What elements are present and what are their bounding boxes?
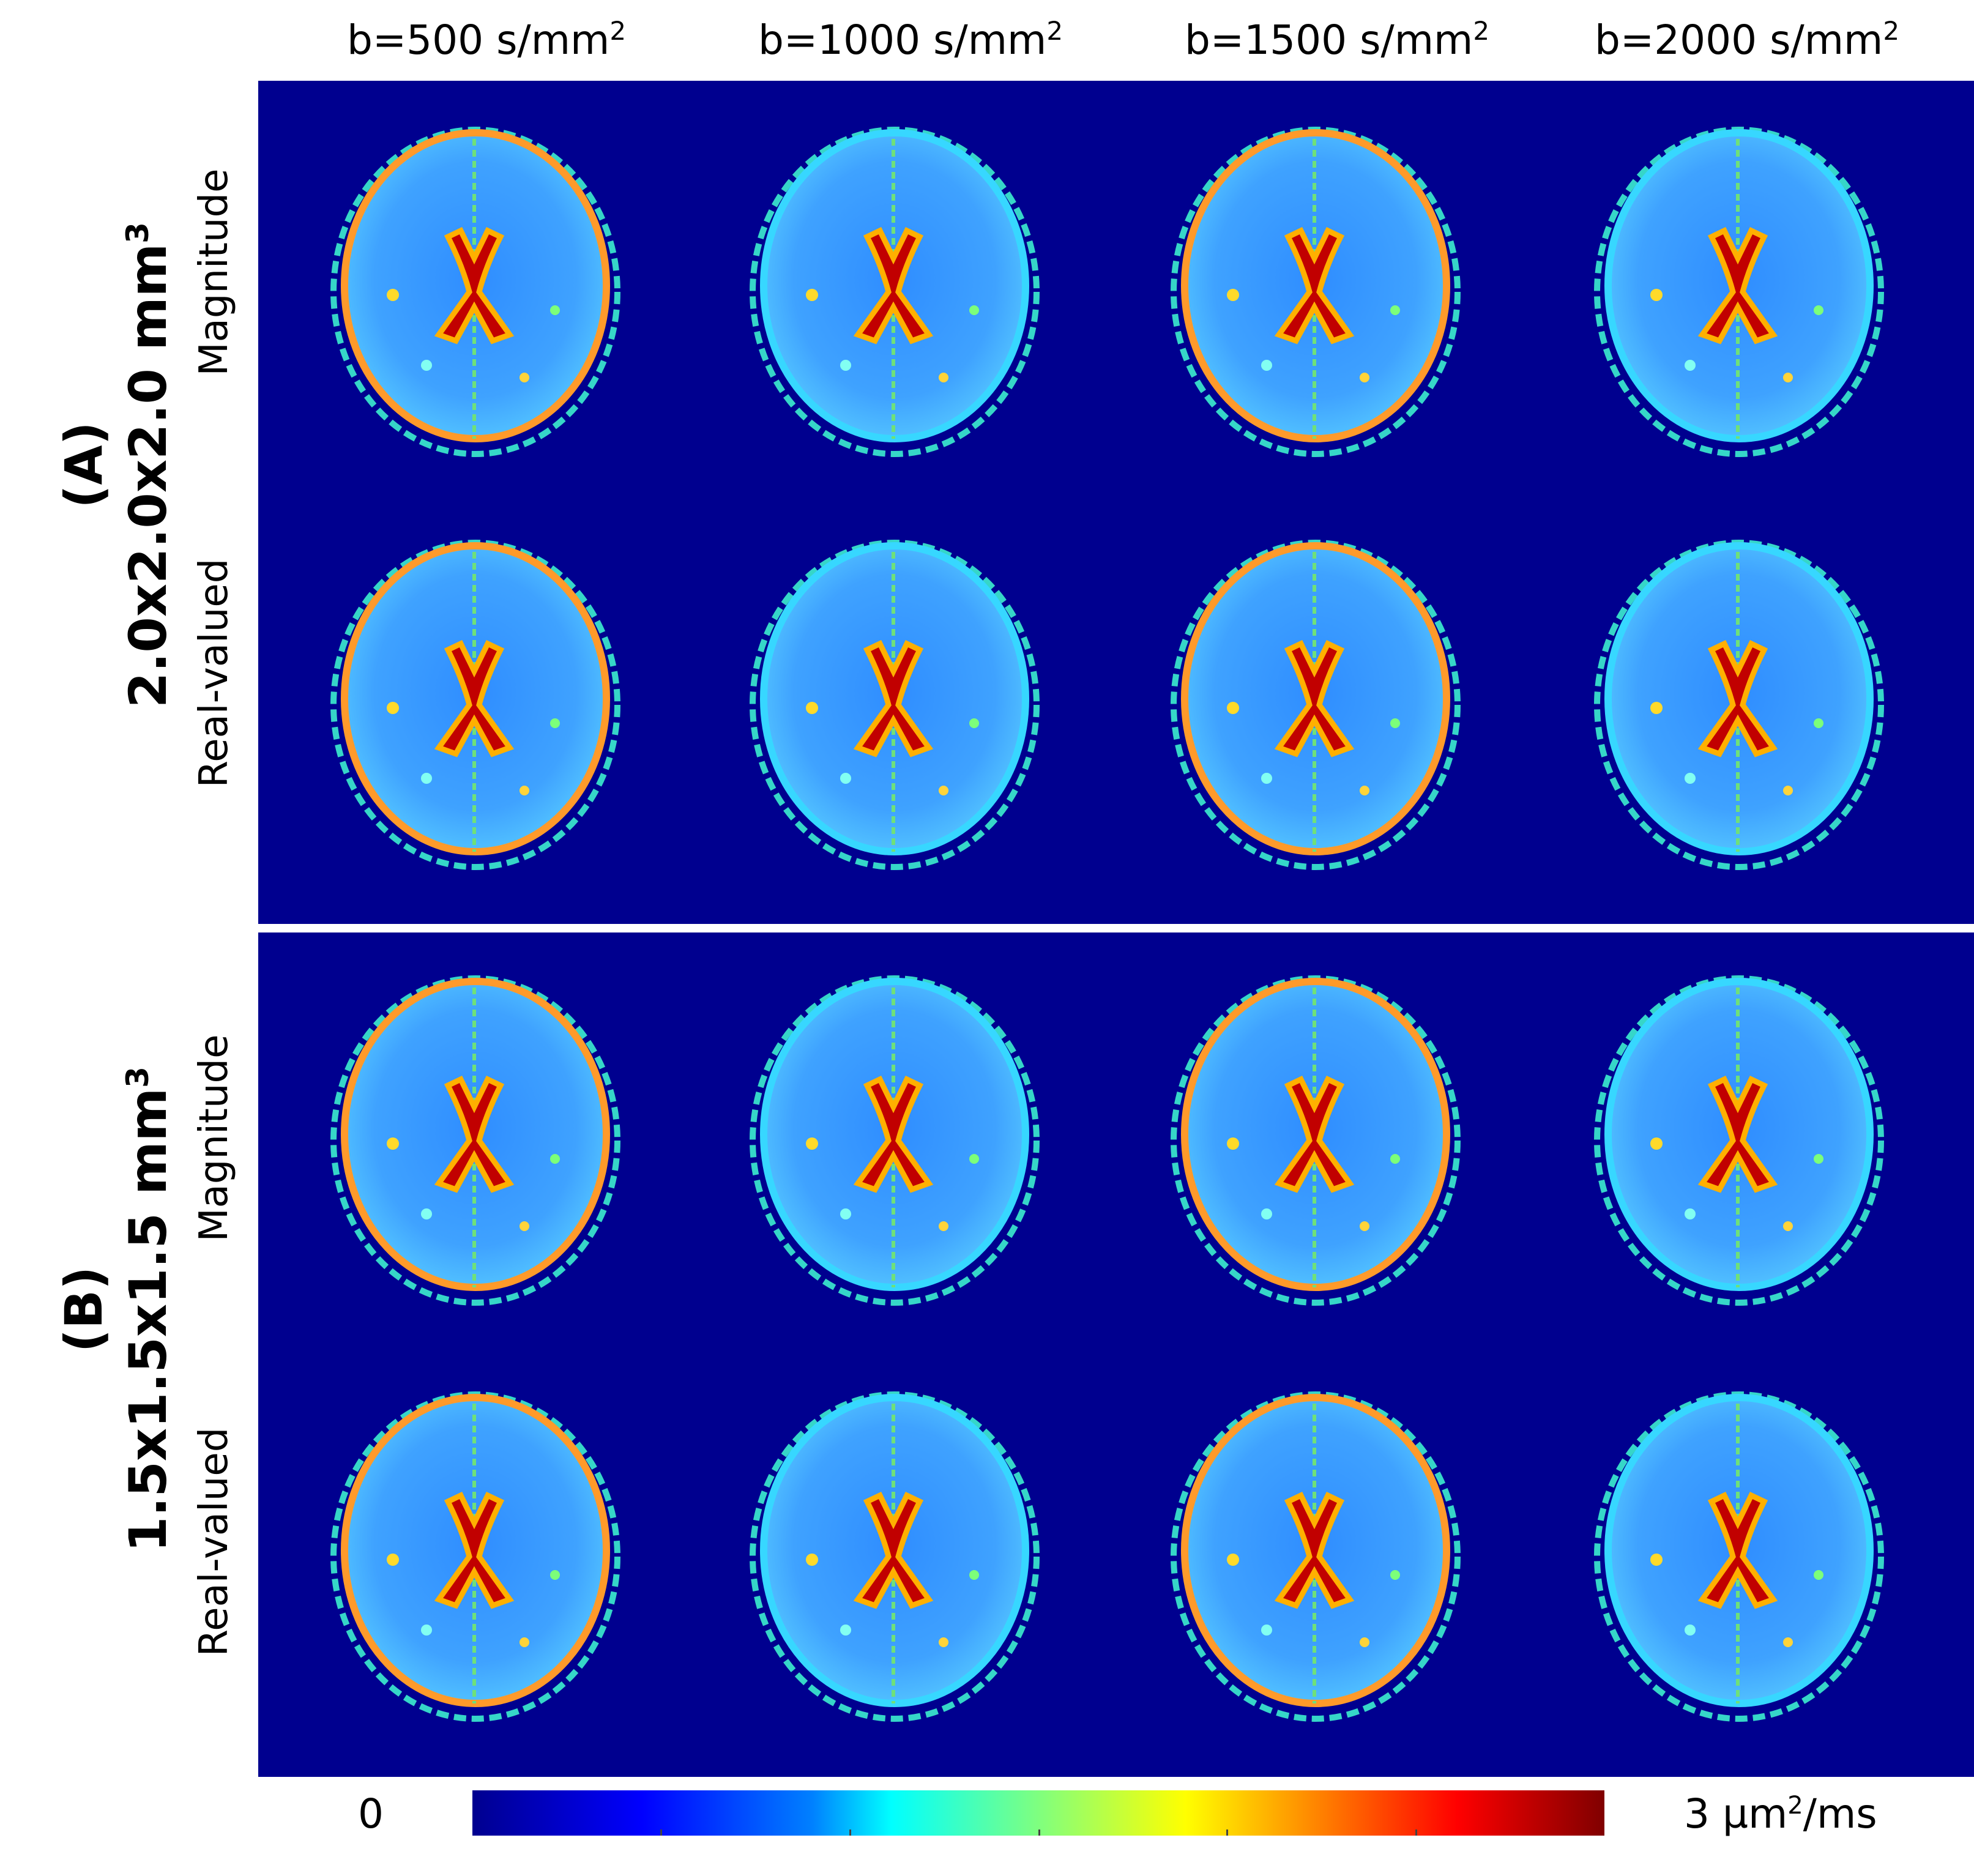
panel-a-image-grid	[258, 81, 1974, 924]
colorbar-min-label: 0	[358, 1790, 384, 1837]
row-label-a-magnitude: Magnitude	[192, 168, 237, 376]
brain-map-a-magnitude-b1500	[1163, 108, 1469, 457]
brain-map-b-magnitude-b500	[322, 957, 628, 1306]
group-label-a: (A) 2.0x2.0x2.0 mm3	[54, 222, 178, 708]
brain-map-a-real-b500	[322, 521, 628, 870]
brain-map-a-magnitude-b500	[322, 108, 628, 457]
brain-map-b-real-b1000	[742, 1373, 1048, 1722]
brain-map-b-real-b2000	[1586, 1373, 1892, 1722]
panel-b-image-grid	[258, 932, 1974, 1777]
brain-map-a-real-b1500	[1163, 521, 1469, 870]
brain-map-a-magnitude-b1000	[742, 108, 1048, 457]
group-label-b: (B) 1.5x1.5x1.5 mm3	[54, 1066, 178, 1552]
brain-map-b-magnitude-b1500	[1163, 957, 1469, 1306]
row-label-b-magnitude: Magnitude	[192, 1034, 237, 1242]
column-header-b2000: b=2000 s/mm2	[1594, 16, 1900, 64]
brain-map-b-real-b500	[322, 1373, 628, 1722]
colorbar	[472, 1790, 1604, 1836]
brain-map-a-magnitude-b2000	[1586, 108, 1892, 457]
colorbar-max-label: 3 µm2/ms	[1684, 1790, 1877, 1837]
brain-map-b-magnitude-b1000	[742, 957, 1048, 1306]
column-header-b1500: b=1500 s/mm2	[1184, 16, 1490, 64]
brain-map-a-real-b2000	[1586, 521, 1892, 870]
brain-map-b-magnitude-b2000	[1586, 957, 1892, 1306]
row-label-a-real-valued: Real-valued	[192, 558, 237, 788]
column-header-b500: b=500 s/mm2	[346, 16, 627, 64]
brain-map-b-real-b1500	[1163, 1373, 1469, 1722]
row-label-b-real-valued: Real-valued	[192, 1427, 237, 1657]
column-header-b1000: b=1000 s/mm2	[758, 16, 1063, 64]
brain-map-a-real-b1000	[742, 521, 1048, 870]
